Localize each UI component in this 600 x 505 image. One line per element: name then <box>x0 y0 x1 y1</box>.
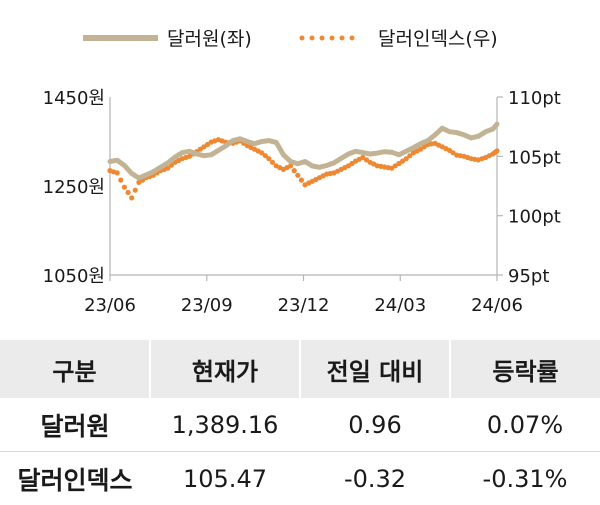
current-price-cell: 1,389.16 <box>150 398 300 452</box>
dollar-index-point <box>494 148 499 153</box>
right-axis-ticks: 110pt 105pt 100pt 95pt <box>497 88 561 287</box>
header-change: 전일 대비 <box>300 340 450 398</box>
legend-label-krw: 달러원(좌) <box>167 28 252 50</box>
legend-label-dxy: 달러인덱스(우) <box>378 28 498 50</box>
x-tick-label: 23/09 <box>181 295 233 316</box>
dollar-index-point <box>122 185 127 190</box>
header-change-rate: 등락률 <box>450 340 600 398</box>
right-tick-label: 105pt <box>508 147 561 168</box>
x-tick-label: 23/06 <box>84 295 136 316</box>
left-tick-label: 1250원 <box>43 177 105 198</box>
table-header-row: 구분 현재가 전일 대비 등락률 <box>0 340 600 398</box>
x-tick-label: 24/03 <box>374 295 426 316</box>
dollar-index-point <box>292 168 297 173</box>
header-category: 구분 <box>0 340 150 398</box>
left-tick-label: 1050원 <box>43 266 105 287</box>
change-rate-cell: -0.31% <box>450 452 600 505</box>
header-current-price: 현재가 <box>150 340 300 398</box>
dollar-index-point <box>118 178 123 183</box>
table-row: 달러인덱스 105.47 -0.32 -0.31% <box>0 452 600 505</box>
left-tick-label: 1450원 <box>43 88 105 109</box>
quote-table: 구분 현재가 전일 대비 등락률 달러원 1,389.16 0.96 0.07%… <box>0 340 600 505</box>
change-cell: 0.96 <box>300 398 450 452</box>
row-label: 달러인덱스 <box>0 452 150 505</box>
row-label: 달러원 <box>0 398 150 452</box>
x-tick-label: 24/06 <box>471 295 523 316</box>
dollar-index-point <box>133 188 138 193</box>
change-cell: -0.32 <box>300 452 450 505</box>
series-dollar-index <box>107 137 499 200</box>
right-tick-label: 110pt <box>508 88 561 109</box>
change-rate-cell: 0.07% <box>450 398 600 452</box>
current-price-cell: 105.47 <box>150 452 300 505</box>
dollar-index-point <box>115 170 120 175</box>
right-tick-label: 95pt <box>508 266 549 287</box>
right-tick-label: 100pt <box>508 207 561 228</box>
table-row: 달러원 1,389.16 0.96 0.07% <box>0 398 600 452</box>
x-axis-ticks: 23/06 23/09 23/12 24/03 24/06 <box>84 275 523 316</box>
dollar-index-point <box>299 178 304 183</box>
dollar-index-point <box>126 190 131 195</box>
exchange-rate-chart: 달러원(좌) 달러인덱스(우) 1450원 1250원 1050원 110pt 105… <box>0 0 600 320</box>
x-tick-label: 23/12 <box>278 295 330 316</box>
chart-legend: 달러원(좌) 달러인덱스(우) <box>83 28 498 50</box>
dollar-index-point <box>295 173 300 178</box>
left-axis-ticks: 1450원 1250원 1050원 <box>43 88 105 287</box>
dollar-index-point <box>129 195 134 200</box>
